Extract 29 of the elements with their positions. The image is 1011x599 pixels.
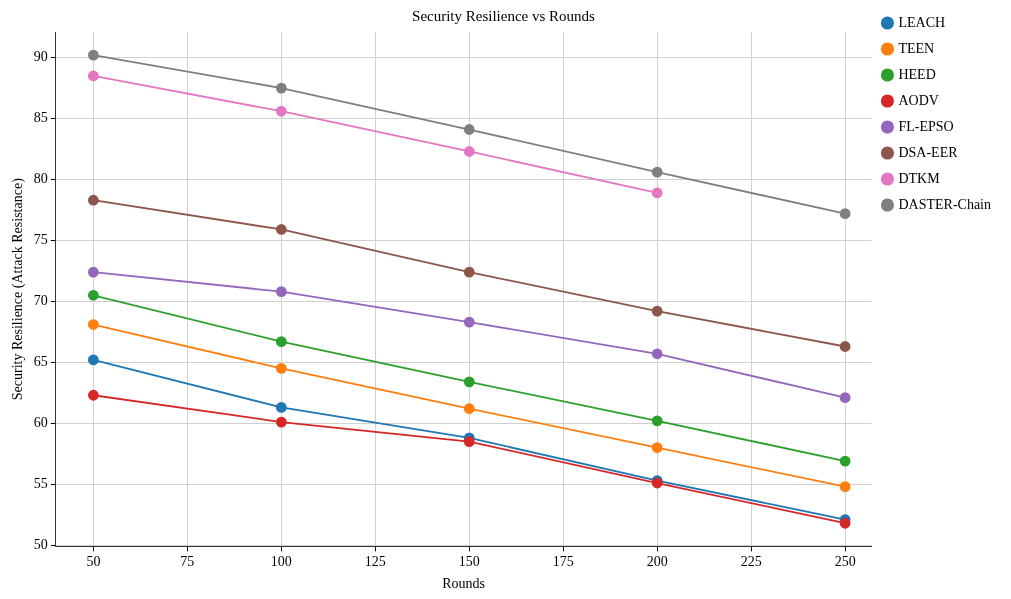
- x-tick-label: 75: [180, 554, 195, 570]
- legend-label: DASTER-Chain: [898, 196, 992, 212]
- legend-label: TEEN: [898, 40, 935, 56]
- x-tick-label: 200: [646, 554, 668, 570]
- y-tick-label: 75: [33, 232, 48, 248]
- y-axis-title: Security Resilience (Attack Resistance): [10, 177, 27, 401]
- x-tick-label: 125: [364, 554, 386, 570]
- y-tick-label: 90: [33, 49, 48, 65]
- y-tick-label: 85: [33, 110, 48, 126]
- chart-title: Security Resilience vs Rounds: [412, 7, 596, 24]
- legend-label: LEACH: [898, 14, 946, 30]
- x-tick-label: 100: [270, 554, 292, 570]
- x-tick-label: 150: [458, 554, 480, 570]
- y-tick-label: 50: [33, 536, 48, 552]
- y-tick-label: 55: [33, 475, 48, 491]
- x-tick-label: 175: [552, 554, 574, 570]
- y-tick-label: 60: [33, 414, 48, 430]
- x-tick-label: 225: [740, 554, 762, 570]
- legend-label: AODV: [898, 92, 939, 108]
- y-tick-label: 70: [33, 293, 48, 309]
- x-tick-label: 50: [86, 554, 101, 570]
- legend-label: HEED: [898, 66, 936, 82]
- legend-label: FL-EPSO: [898, 118, 954, 134]
- y-tick-label: 80: [33, 171, 48, 187]
- x-axis-title: Rounds: [442, 576, 486, 592]
- x-tick-label: 250: [834, 554, 856, 570]
- legend-label: DSA-EER: [898, 144, 959, 160]
- legend-label: DTKM: [898, 170, 941, 186]
- y-tick-label: 65: [33, 354, 48, 370]
